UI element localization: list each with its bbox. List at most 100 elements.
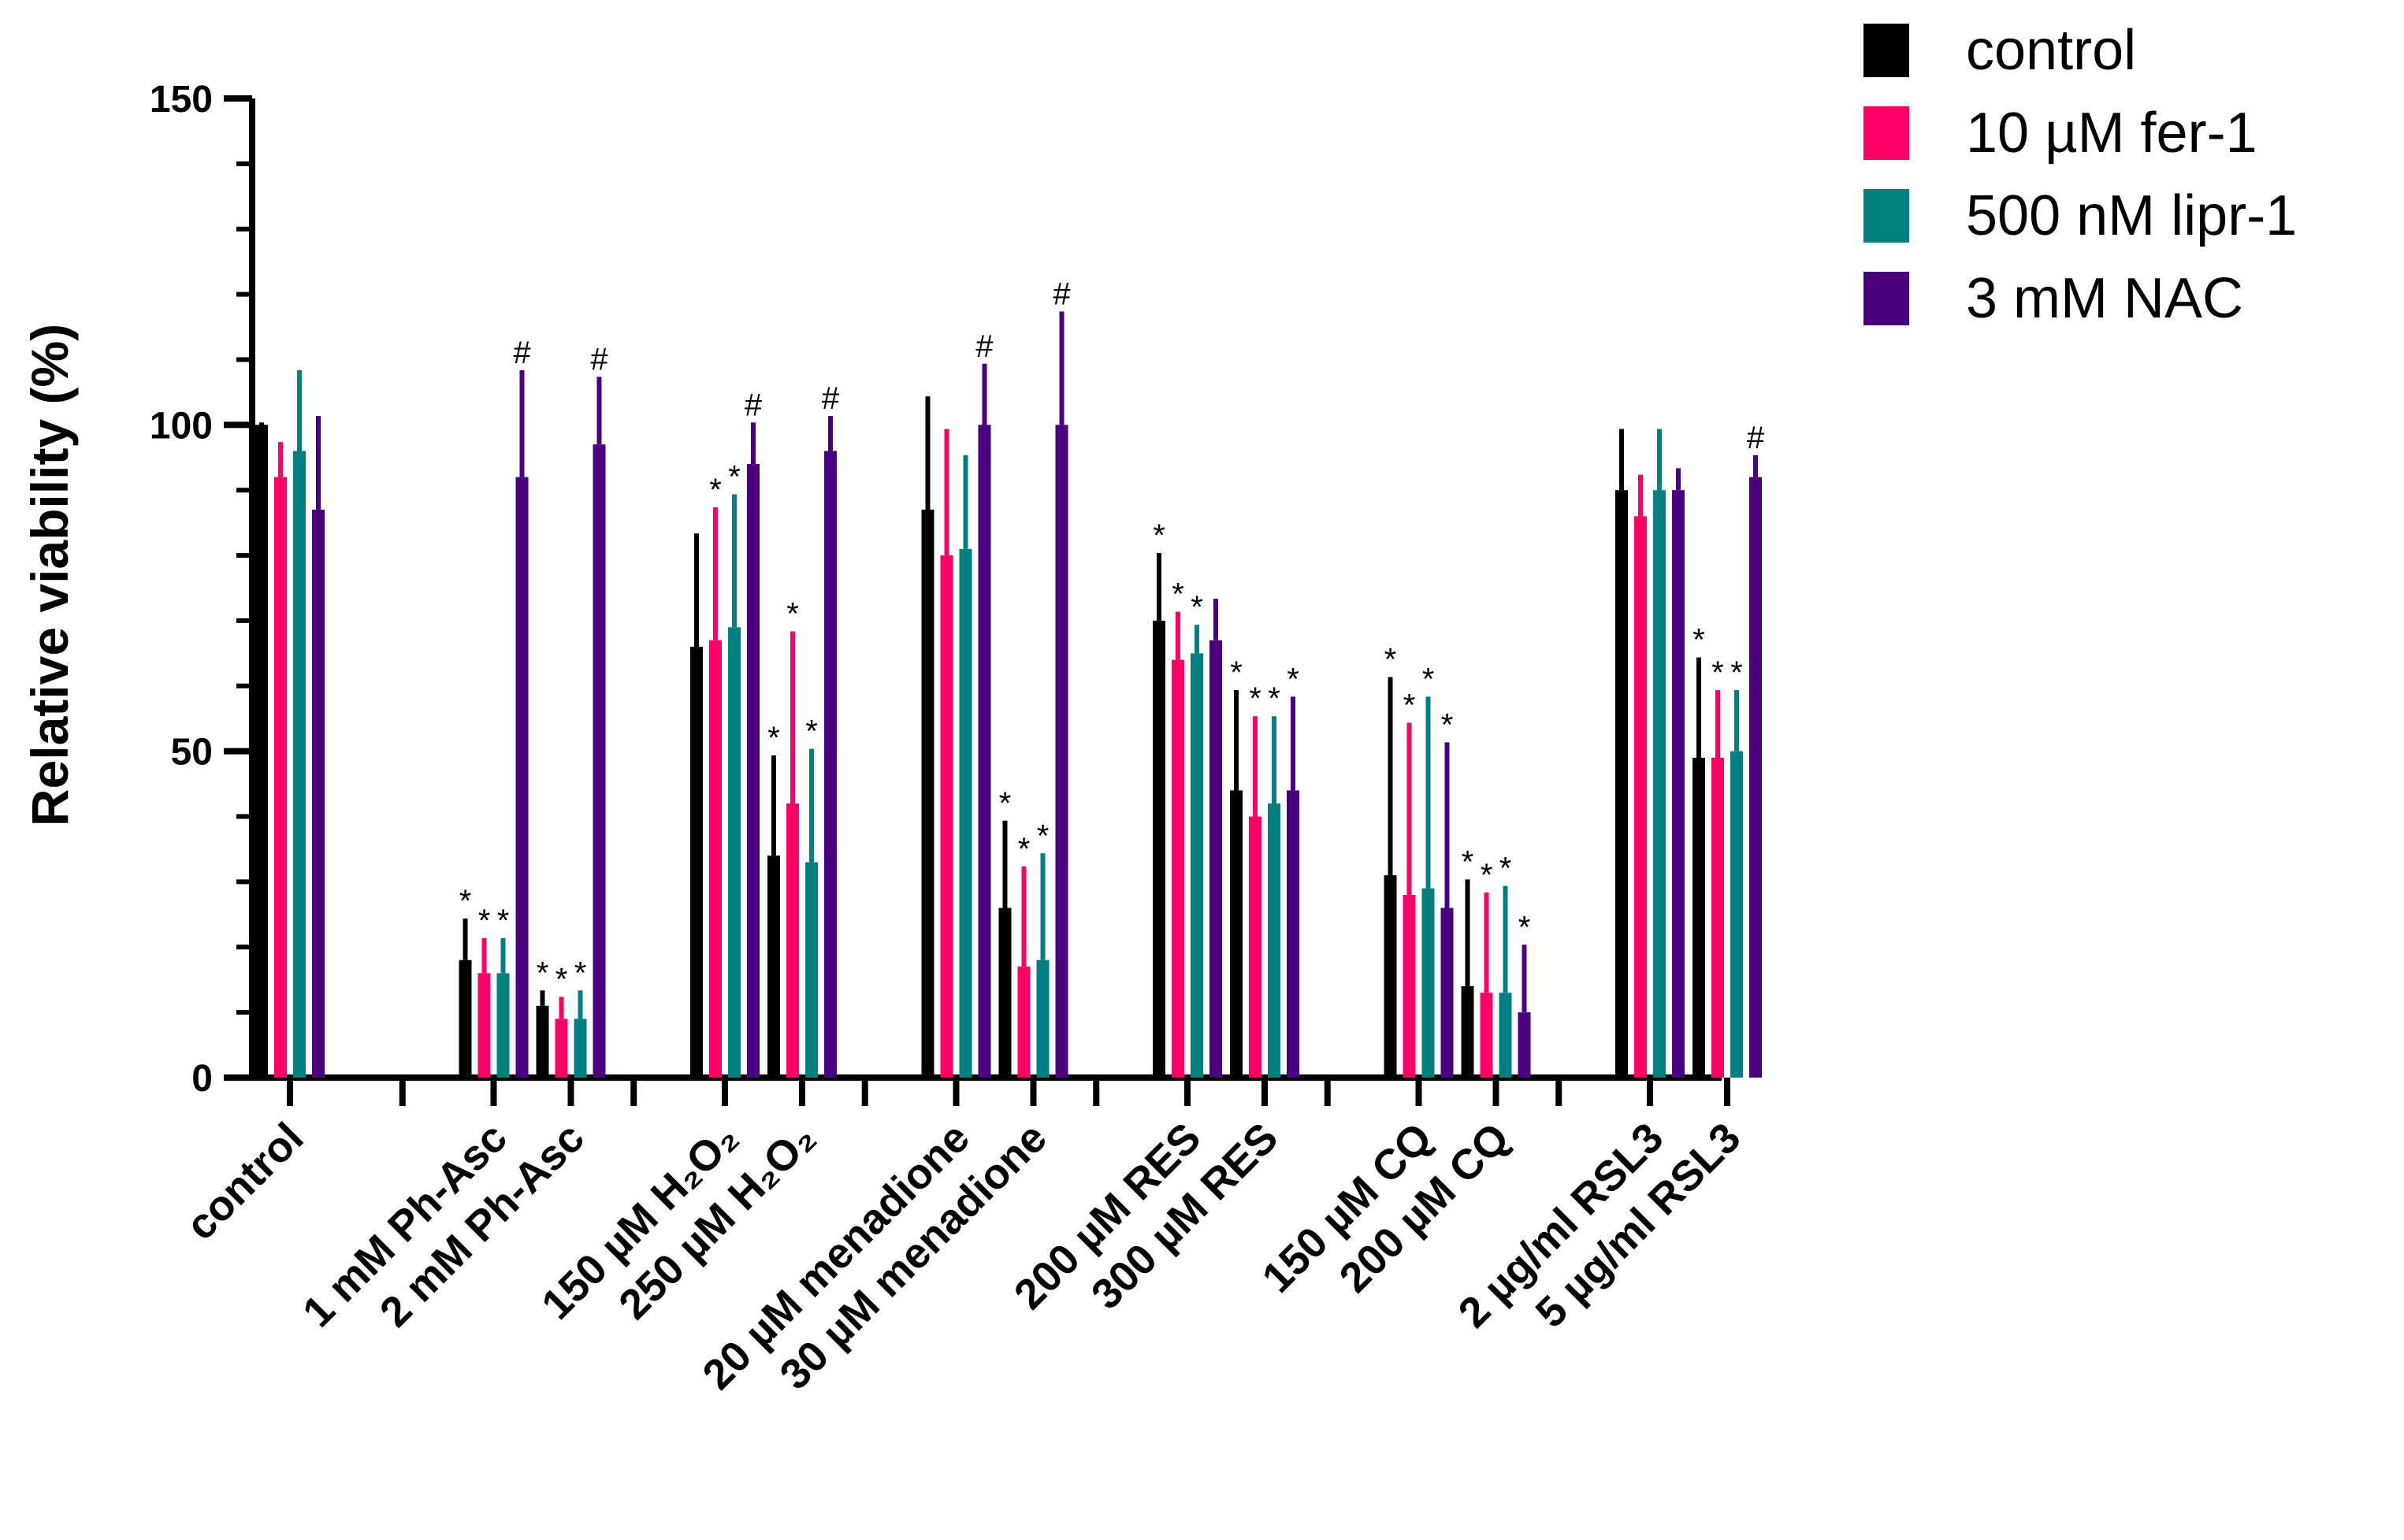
bar — [477, 973, 491, 1078]
significance-mark: * — [478, 904, 491, 938]
bar — [1440, 907, 1454, 1078]
bar — [959, 548, 972, 1078]
bar — [1384, 875, 1397, 1078]
significance-mark: * — [537, 956, 549, 990]
legend-label: control — [1966, 19, 2136, 82]
significance-mark: * — [1499, 852, 1512, 886]
bars-layer — [255, 311, 1762, 1078]
significance-mark: # — [745, 388, 763, 422]
significance-mark: * — [555, 963, 568, 997]
bar — [767, 855, 780, 1078]
significance-mark: * — [1481, 858, 1493, 892]
significance-mark: # — [590, 342, 608, 377]
bar — [555, 1019, 568, 1078]
bar — [1749, 477, 1762, 1078]
significance-mark: # — [513, 336, 531, 370]
bar — [1153, 620, 1165, 1078]
significance-mark: # — [1747, 421, 1765, 455]
legend-swatch — [1863, 189, 1909, 243]
significance-mark: * — [728, 459, 741, 494]
annotations-layer: ****** ********** *************# ## ###***# — [459, 276, 1765, 996]
bar — [1287, 790, 1299, 1078]
y-tick-label: 150 — [150, 79, 213, 121]
legend-swatch — [1863, 24, 1909, 77]
legend-label: 3 mM NAC — [1966, 267, 2243, 330]
bar — [1421, 888, 1435, 1078]
significance-mark: * — [1153, 518, 1165, 553]
significance-mark: # — [822, 381, 840, 416]
bar — [978, 425, 991, 1078]
legend-label: 10 µM fer-1 — [1966, 102, 2257, 165]
bar — [805, 862, 818, 1078]
bar — [1172, 659, 1184, 1078]
significance-mark: * — [1249, 681, 1261, 716]
bar — [274, 477, 287, 1078]
significance-mark: * — [786, 597, 799, 632]
x-tick-label: control — [177, 1114, 313, 1249]
significance-mark: * — [1384, 643, 1397, 677]
significance-mark: * — [459, 884, 472, 918]
significance-mark: * — [1692, 623, 1705, 658]
bar — [1692, 757, 1705, 1078]
bar — [824, 451, 837, 1078]
bar — [574, 1019, 587, 1078]
legend-label: 500 nM lipr-1 — [1966, 184, 2297, 247]
significance-mark: * — [1268, 681, 1280, 716]
y-tick-label: 0 — [191, 1058, 213, 1100]
axes-layer: 0 50 100 150 — [150, 79, 1730, 1106]
bar — [255, 425, 268, 1078]
bar — [1499, 993, 1512, 1078]
bar — [1191, 653, 1203, 1078]
bar — [1480, 993, 1493, 1078]
bar — [1017, 967, 1031, 1078]
bar — [312, 510, 325, 1078]
bar — [1711, 757, 1724, 1078]
bar — [1268, 803, 1280, 1078]
bar — [1209, 640, 1222, 1078]
bar — [1672, 490, 1685, 1078]
y-tick-label: 100 — [150, 405, 213, 447]
bar — [1653, 490, 1666, 1078]
legend: control 10 µM fer-1 500 nM lipr-1 3 mM NAC — [1863, 19, 2297, 330]
bar — [786, 803, 799, 1078]
significance-mark: * — [1191, 590, 1203, 625]
significance-mark: * — [1711, 655, 1724, 690]
significance-mark: * — [1037, 818, 1050, 853]
bar — [1230, 790, 1243, 1078]
significance-mark: * — [497, 904, 510, 938]
bar — [709, 640, 722, 1078]
significance-mark: * — [1287, 662, 1299, 696]
significance-mark: * — [574, 956, 587, 990]
bar — [1055, 425, 1068, 1078]
significance-mark: # — [1053, 276, 1071, 311]
significance-mark: * — [1403, 688, 1416, 723]
bar — [1615, 490, 1628, 1078]
bar — [1461, 985, 1474, 1078]
bar — [1730, 751, 1743, 1078]
bar — [459, 959, 472, 1078]
significance-mark: * — [1422, 662, 1435, 696]
bar — [593, 444, 606, 1078]
bar — [293, 451, 306, 1078]
y-axis-label: Relative viability (%) — [20, 324, 79, 826]
legend-swatch — [1863, 106, 1909, 160]
significance-mark: * — [709, 473, 722, 507]
bar — [1403, 894, 1416, 1078]
bar — [1249, 816, 1261, 1078]
significance-mark: * — [999, 786, 1012, 821]
legend-swatch — [1863, 272, 1909, 325]
significance-mark: * — [1018, 832, 1031, 866]
bar — [1634, 516, 1647, 1078]
bar — [536, 1005, 549, 1078]
significance-mark: * — [1462, 844, 1474, 879]
significance-mark: * — [767, 721, 780, 755]
significance-mark: * — [1730, 655, 1743, 690]
bar — [1036, 959, 1050, 1078]
bar — [998, 907, 1012, 1078]
significance-mark: * — [1230, 655, 1243, 690]
significance-mark: * — [1518, 910, 1531, 944]
significance-mark: # — [975, 329, 994, 364]
bar — [496, 973, 510, 1078]
